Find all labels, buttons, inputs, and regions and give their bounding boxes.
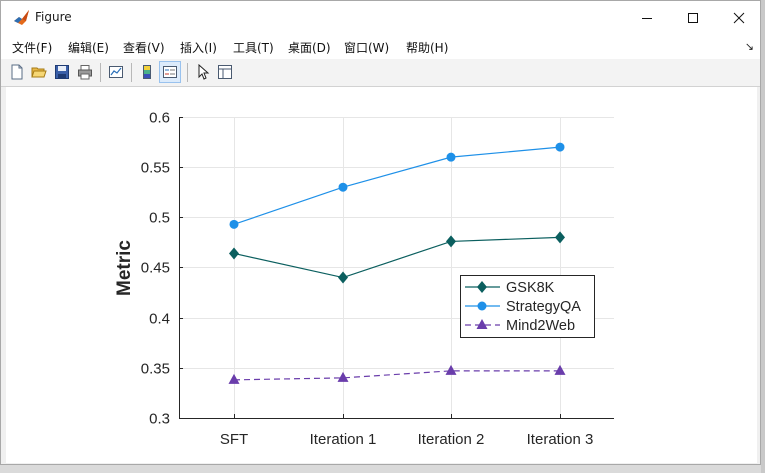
colorbar-icon <box>143 65 151 79</box>
legend-label-mind2web: Mind2Web <box>506 318 575 334</box>
link-plot-icon <box>109 66 123 78</box>
open-file-button[interactable] <box>29 62 49 82</box>
menu-help[interactable]: 帮助(H) <box>406 41 449 55</box>
tick-labels: 0.3 0.35 0.4 0.45 0.5 0.55 0.6 SFT Iteration 1 It… <box>141 110 594 449</box>
legend-label-strategyqa: StrategyQA <box>506 299 581 315</box>
property-inspector-button[interactable] <box>215 62 235 82</box>
series-group <box>228 142 566 384</box>
menu-edit[interactable]: 编辑(E) <box>68 41 109 55</box>
data-point-strategyqa <box>338 182 348 192</box>
menu-file[interactable]: 文件(F) <box>12 41 53 55</box>
legend-label-gsk8k: GSK8K <box>506 280 555 296</box>
data-point-gsk8k <box>446 235 456 248</box>
toolbar-separator <box>100 63 101 82</box>
open-file-icon <box>31 67 47 78</box>
menu-dock-arrow-icon[interactable]: ↘ <box>744 40 754 53</box>
close-icon <box>733 12 745 23</box>
print-button[interactable] <box>75 62 95 82</box>
y-tick-label: 0.6 <box>149 110 170 127</box>
colorbar-button[interactable] <box>137 62 157 82</box>
menu-tools[interactable]: 工具(T) <box>233 41 274 55</box>
legend[interactable]: GSK8K StrategyQA Mind2Web <box>460 275 595 338</box>
data-point-mind2web <box>445 364 457 375</box>
save-icon <box>55 65 69 79</box>
legend-marker-strategyqa <box>477 301 487 311</box>
data-point-mind2web <box>554 364 566 375</box>
series-line-gsk8k <box>233 236 561 279</box>
property-inspector-icon <box>218 65 232 79</box>
data-point-strategyqa <box>229 219 239 229</box>
series-line-strategyqa <box>233 146 561 225</box>
pointer-icon <box>198 64 210 80</box>
window-title: Figure <box>35 10 72 24</box>
legend-marker-gsk8k <box>477 281 487 293</box>
menu-view[interactable]: 查看(V) <box>123 41 165 55</box>
menu-bar: 文件(F) 编辑(E) 查看(V) 插入(I) 工具(T) 桌面(D) 窗口(W… <box>1 34 760 59</box>
data-point-mind2web <box>337 371 349 382</box>
data-point-strategyqa <box>446 152 456 162</box>
x-tick-label: Iteration 1 <box>310 431 377 448</box>
matlab-logo-icon <box>14 10 29 25</box>
maximize-icon <box>688 12 698 23</box>
minimize-icon <box>642 17 652 19</box>
y-tick-label: 0.45 <box>141 260 170 277</box>
grid-lines <box>179 117 614 419</box>
toolbar-separator <box>131 63 132 82</box>
print-icon <box>78 65 92 80</box>
data-point-strategyqa <box>555 142 565 152</box>
legend-marker-mind2web <box>476 319 488 329</box>
y-tick-label: 0.35 <box>141 361 170 378</box>
edit-plot-button[interactable] <box>193 62 213 82</box>
new-figure-icon <box>11 64 23 80</box>
close-button[interactable] <box>716 1 760 34</box>
figure-canvas[interactable]: 0.3 0.35 0.4 0.45 0.5 0.55 0.6 SFT Iteration 1 It… <box>6 87 757 463</box>
legend-icon <box>163 66 177 78</box>
legend-button[interactable] <box>159 61 181 83</box>
x-tick-label: SFT <box>220 431 248 448</box>
background-window-edge <box>761 0 765 473</box>
y-tick-label: 0.4 <box>149 311 170 328</box>
new-figure-button[interactable] <box>7 62 27 82</box>
maximize-button[interactable] <box>670 1 716 34</box>
line-chart: 0.3 0.35 0.4 0.45 0.5 0.55 0.6 SFT Iteration 1 It… <box>114 110 614 449</box>
link-plot-button[interactable] <box>106 62 126 82</box>
series-line-mind2web <box>233 370 560 381</box>
title-bar[interactable]: Figure <box>1 1 760 34</box>
x-tick-label: Iteration 3 <box>527 431 594 448</box>
menu-desktop[interactable]: 桌面(D) <box>288 41 331 55</box>
menu-window[interactable]: 窗口(W) <box>344 41 390 55</box>
figure-window: Figure 文件(F) 编辑(E) 查看(V) 插入(I) 工具(T) 桌面(… <box>0 0 761 465</box>
save-button[interactable] <box>52 62 72 82</box>
y-tick-label: 0.5 <box>149 210 170 227</box>
toolbar-separator <box>187 63 188 82</box>
data-point-gsk8k <box>229 247 239 260</box>
figure-toolbar <box>1 59 760 87</box>
data-point-gsk8k <box>338 271 348 284</box>
minimize-button[interactable] <box>624 1 670 34</box>
axes <box>179 117 614 419</box>
y-tick-label: 0.3 <box>149 411 170 428</box>
menu-insert[interactable]: 插入(I) <box>180 41 217 55</box>
data-point-mind2web <box>228 373 240 384</box>
data-point-gsk8k <box>555 231 565 244</box>
y-axis-label: Metric <box>114 240 135 296</box>
y-tick-label: 0.55 <box>141 160 170 177</box>
x-tick-label: Iteration 2 <box>418 431 485 448</box>
